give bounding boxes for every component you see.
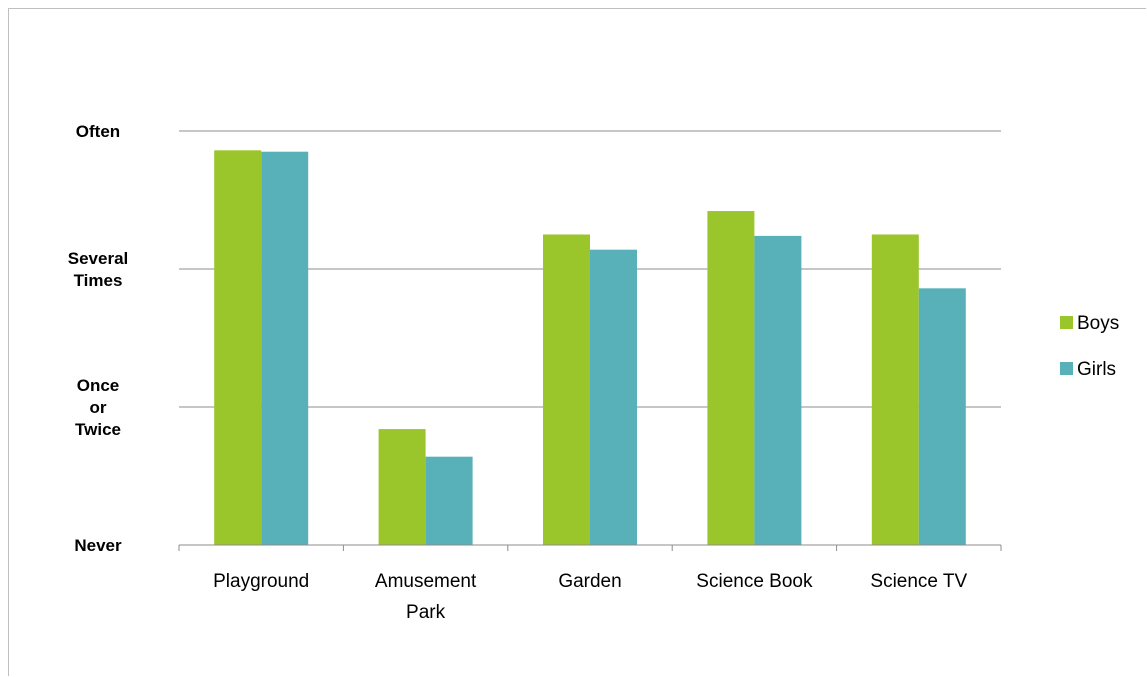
bar-boys-playground [214,150,262,545]
bar-girls-science-tv [918,288,966,545]
y-tick-label: Several Times [68,249,129,290]
y-tick-label: Never [74,536,122,555]
x-tick-label: Garden [558,571,621,592]
bar-girls-amusement-park [425,456,473,545]
legend-label-girls: Girls [1077,359,1116,380]
x-tick-label: Playground [213,571,309,592]
legend: Boys Girls [1060,313,1119,380]
y-tick-label: Often [76,122,120,141]
bar-girls-science-book [754,235,802,545]
bar-girls-playground [261,151,309,545]
legend-label-boys: Boys [1077,313,1119,334]
x-tick-label: Amusement Park [375,571,477,623]
bar-boys-garden [543,234,590,545]
y-tick-label: Once or Twice [75,376,121,439]
x-tick-labels: Playground Amusement Park Garden Science Boo… [213,571,967,623]
y-tick-labels: Never Once or Twice Several Times Often [68,122,129,555]
x-tick-label: Science Book [696,571,813,592]
x-axis [178,544,1002,551]
bar-girls-garden [590,249,637,545]
bar-boys-science-tv [871,234,919,545]
bars [214,150,966,546]
legend-swatch-girls [1060,362,1073,375]
chart-frame [8,8,1146,676]
legend-swatch-boys [1060,316,1073,329]
x-tick-label: Science TV [870,571,967,592]
bar-boys-science-book [707,211,755,546]
bar-boys-amusement-park [378,429,426,545]
